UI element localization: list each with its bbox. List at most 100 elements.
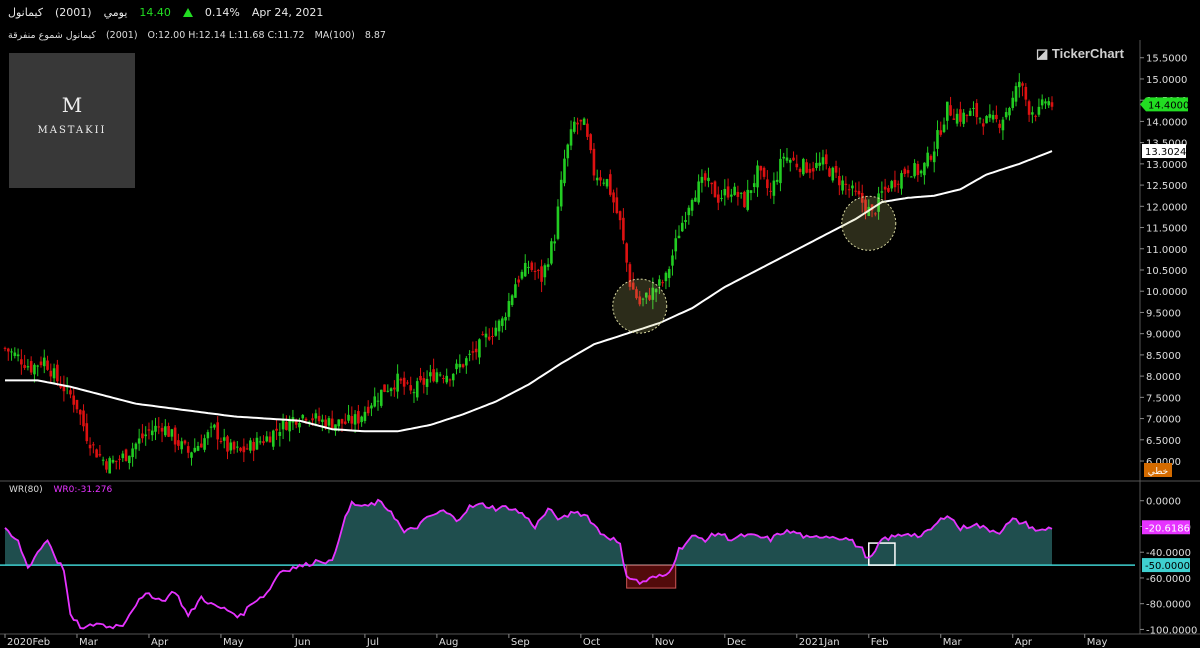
candle-body [622, 217, 625, 241]
month-label: 2020Feb [7, 637, 50, 648]
candle-body [903, 168, 907, 174]
candle-body [190, 452, 193, 458]
candle-body [265, 436, 269, 442]
month-label: Jul [366, 637, 379, 648]
candle-body [788, 159, 792, 163]
candle-body [10, 351, 13, 353]
wr-title: WR(80) [9, 485, 43, 495]
candle-body [468, 353, 471, 355]
candle-body [546, 264, 550, 267]
month-label: Mar [943, 637, 963, 648]
candle-body [690, 199, 694, 211]
candle-body [805, 162, 808, 173]
price-axis-label: 14.0000 [1146, 117, 1187, 128]
candle-body [530, 262, 534, 270]
wr-highlight-box [868, 542, 896, 566]
candle-body [628, 264, 632, 287]
price-change: 0.14% [204, 6, 240, 19]
candle-body [1011, 97, 1015, 108]
candle-body [697, 181, 700, 203]
candle-body [406, 382, 409, 384]
candle-body [288, 418, 291, 432]
header-bar: كيمانول (2001) يومي 14.40 0.14% Apr 24, … [8, 6, 323, 19]
candle-body [959, 109, 962, 122]
candle-body [527, 266, 530, 268]
candle-body [919, 170, 923, 174]
candle-body [779, 158, 782, 184]
candle-body [821, 157, 825, 165]
candle-body [432, 369, 435, 382]
candle-body [409, 385, 413, 391]
candle-body [968, 110, 972, 116]
candle-body [514, 284, 517, 298]
candle-body [294, 419, 298, 425]
candle-body [661, 282, 664, 284]
candle-body [451, 373, 455, 381]
candle-body [134, 443, 138, 450]
series-code: (2001) [105, 30, 138, 41]
candle-body [674, 238, 678, 252]
candle-body [285, 421, 288, 430]
candle-body [219, 440, 223, 443]
candle-body [167, 425, 170, 437]
candle-body [615, 197, 619, 214]
candle-body [586, 123, 589, 137]
candle-body [1004, 112, 1008, 118]
candle-body [222, 437, 226, 441]
month-label: Sep [511, 637, 530, 648]
candle-body [245, 448, 249, 450]
candle-body [756, 165, 759, 188]
last-price-tag [1140, 97, 1188, 112]
candle-body [121, 453, 125, 459]
candle-body [160, 427, 164, 432]
candle-body [507, 301, 511, 317]
candle-body [458, 364, 462, 368]
candle-body [792, 157, 795, 161]
candle-body [946, 101, 949, 121]
candle-body [16, 354, 20, 357]
candle-body [949, 105, 952, 116]
candle-body [533, 270, 537, 272]
candle-body [569, 129, 573, 146]
month-label: Apr [151, 637, 169, 648]
candle-body [386, 390, 390, 392]
candle-body [838, 176, 841, 186]
price-axis-label: 11.0000 [1146, 245, 1187, 256]
candle-body [49, 370, 53, 377]
candle-body [831, 167, 835, 181]
candle-body [847, 189, 851, 191]
candle-body [170, 429, 174, 437]
tickerchart-brand: ◪ TickerChart [1036, 46, 1124, 62]
candle-body [739, 192, 743, 194]
month-label: Apr [1015, 637, 1033, 648]
candle-body [1001, 119, 1005, 131]
candle-body [262, 441, 265, 444]
brand-icon: ◪ [1036, 46, 1049, 61]
candle-body [1008, 107, 1011, 116]
candle-body [118, 458, 121, 460]
candle-body [723, 188, 727, 196]
candle-body [95, 449, 98, 458]
candle-body [114, 460, 118, 462]
candle-body [1034, 115, 1037, 117]
candle-body [605, 179, 609, 187]
candle-body [36, 365, 40, 367]
candle-body [746, 189, 750, 210]
candle-body [13, 352, 17, 356]
candle-body [736, 191, 740, 197]
candle-body [995, 114, 998, 120]
candle-body [1047, 101, 1051, 106]
candle-body [327, 418, 331, 426]
candle-body [186, 446, 190, 453]
candle-body [942, 124, 946, 132]
candle-body [370, 405, 373, 409]
candle-body [255, 437, 259, 450]
ma-line [5, 150, 1053, 433]
candle-body [445, 375, 449, 383]
candle-body [618, 211, 622, 221]
candle-body [798, 168, 802, 173]
logo-name: MASTAKII [37, 125, 107, 136]
month-label: Dec [727, 637, 746, 648]
candle-body [415, 381, 419, 398]
